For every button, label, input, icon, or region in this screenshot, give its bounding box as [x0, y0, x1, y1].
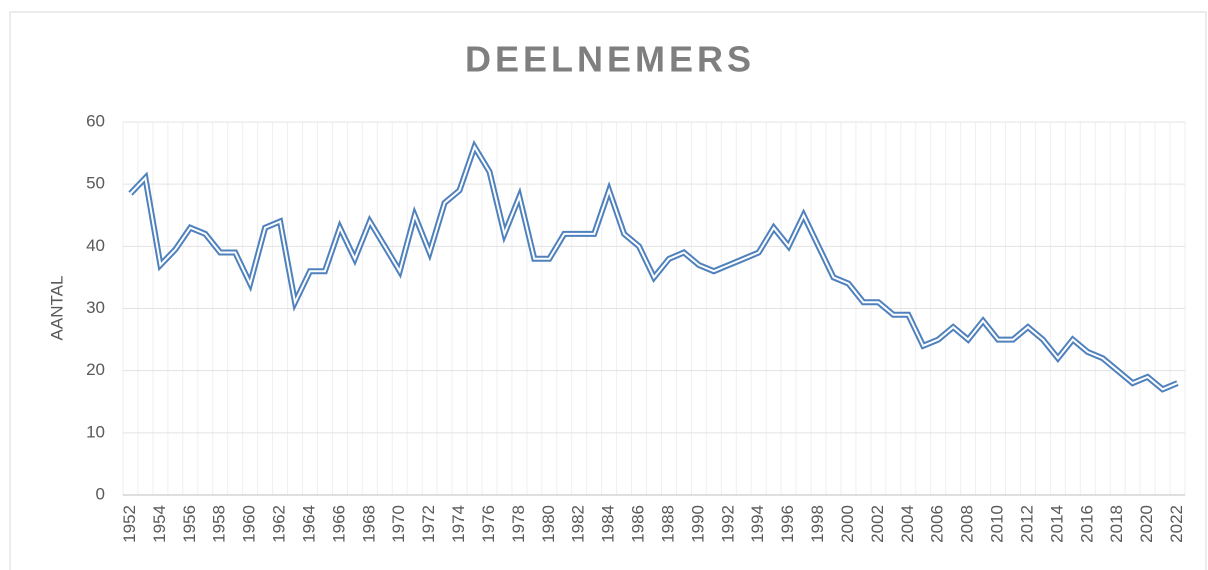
y-tick-label: 50 — [86, 174, 105, 193]
y-axis-label: AANTAL — [47, 276, 66, 341]
x-tick-label: 1966 — [329, 505, 348, 543]
y-tick-label: 30 — [86, 298, 105, 317]
x-tick-label: 2020 — [1137, 505, 1156, 543]
x-tick-label: 1958 — [210, 505, 229, 543]
x-tick-label: 1994 — [748, 505, 767, 543]
x-tick-label: 1980 — [539, 505, 558, 543]
x-tick-label: 1984 — [599, 505, 618, 543]
x-tick-label: 1976 — [479, 505, 498, 543]
x-tick-label: 2010 — [988, 505, 1007, 543]
x-tick-label: 1992 — [718, 505, 737, 543]
y-tick-label: 40 — [86, 236, 105, 255]
y-tick-label: 0 — [96, 484, 105, 503]
x-tick-label: 1962 — [270, 505, 289, 543]
x-tick-label: 2000 — [838, 505, 857, 543]
y-tick-label: 10 — [86, 422, 105, 441]
x-tick-label: 2008 — [958, 505, 977, 543]
x-tick-label: 1982 — [569, 505, 588, 543]
x-tick-label: 1954 — [150, 505, 169, 543]
y-tick-label: 20 — [86, 360, 105, 379]
chart-title: DEELNEMERS — [465, 39, 755, 80]
x-tick-label: 1998 — [808, 505, 827, 543]
x-tick-label: 1996 — [778, 505, 797, 543]
x-tick-label: 2004 — [898, 505, 917, 543]
x-tick-label: 2006 — [928, 505, 947, 543]
x-tick-label: 1978 — [509, 505, 528, 543]
x-tick-label: 1956 — [180, 505, 199, 543]
x-tick-label: 2022 — [1167, 505, 1186, 543]
x-tick-label: 1990 — [688, 505, 707, 543]
chart-border — [9, 11, 1207, 570]
series-line-core — [129, 144, 1178, 391]
x-tick-label: 1988 — [658, 505, 677, 543]
x-tick-label: 1986 — [629, 505, 648, 543]
x-tick-label: 2012 — [1017, 505, 1036, 543]
x-tick-label: 1960 — [240, 505, 259, 543]
y-tick-label: 60 — [86, 111, 105, 130]
x-tick-label: 1952 — [120, 505, 139, 543]
x-tick-label: 1968 — [359, 505, 378, 543]
x-tick-label: 2014 — [1047, 505, 1066, 543]
x-tick-label: 1964 — [299, 505, 318, 543]
x-tick-label: 2002 — [868, 505, 887, 543]
x-tick-label: 2016 — [1077, 505, 1096, 543]
x-tick-label: 1970 — [389, 505, 408, 543]
x-tick-label: 1974 — [449, 505, 468, 543]
x-tick-label: 1972 — [419, 505, 438, 543]
x-tick-label: 2018 — [1107, 505, 1126, 543]
